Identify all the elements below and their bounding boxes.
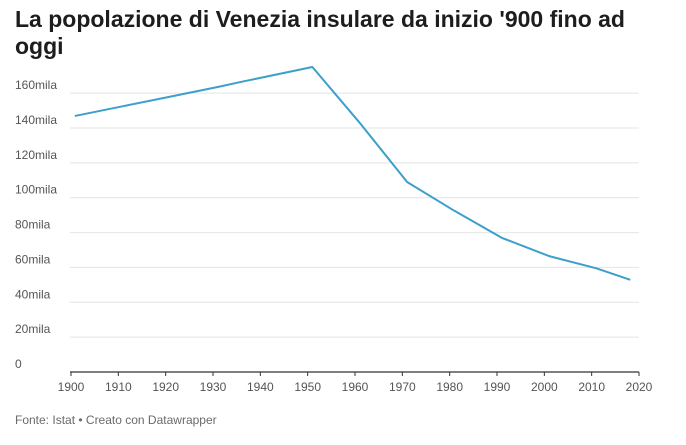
x-axis [70, 371, 640, 376]
data-point [75, 115, 77, 117]
x-tick-label: 1960 [342, 380, 369, 394]
x-tick-label: 1980 [436, 380, 463, 394]
x-tick-label: 1910 [105, 380, 132, 394]
x-tick-label: 1900 [58, 380, 85, 394]
y-tick-label: 80mila [15, 218, 51, 232]
series-line-0 [74, 66, 631, 281]
data-point [359, 122, 361, 124]
data-point [406, 181, 408, 183]
data-point [453, 210, 455, 212]
y-tick-label: 40mila [15, 287, 51, 301]
y-tick-label: 0 [15, 357, 22, 371]
y-tick-label: 20mila [15, 322, 51, 336]
x-axis-tick-labels: 1900 1910 1920 1930 1940 1950 1960 1970 1980 1990… [58, 380, 653, 394]
x-tick-label: 1970 [389, 380, 416, 394]
source-footer: Fonte: Istat • Creato con Datawrapper [15, 413, 217, 427]
data-point [311, 66, 313, 68]
data-point [595, 267, 597, 269]
x-tick-label: 1940 [247, 380, 274, 394]
y-tick-label: 100mila [15, 183, 57, 197]
y-tick-label: 160mila [15, 78, 57, 92]
data-point [240, 81, 242, 83]
y-axis-tick-labels: 0 20mila 40mila 60mila 80mila 100mila 120mila 1… [15, 78, 57, 371]
gridlines [70, 92, 639, 338]
data-point [501, 237, 503, 239]
series-layer [74, 66, 631, 281]
y-tick-label: 140mila [15, 113, 57, 127]
data-point [217, 86, 219, 88]
x-tick-label: 2010 [578, 380, 605, 394]
chart-title: La popolazione di Venezia insulare da in… [15, 6, 625, 59]
data-point [169, 96, 171, 98]
x-tick-label: 2020 [626, 380, 653, 394]
x-tick-label: 1920 [152, 380, 179, 394]
data-point [629, 279, 631, 281]
x-tick-label: 2000 [531, 380, 558, 394]
x-tick-label: 1930 [200, 380, 227, 394]
y-tick-label: 60mila [15, 252, 51, 266]
x-tick-label: 1990 [484, 380, 511, 394]
data-point [122, 105, 124, 107]
x-tick-label: 1950 [294, 380, 321, 394]
y-tick-label: 120mila [15, 148, 57, 162]
data-point [548, 255, 550, 257]
